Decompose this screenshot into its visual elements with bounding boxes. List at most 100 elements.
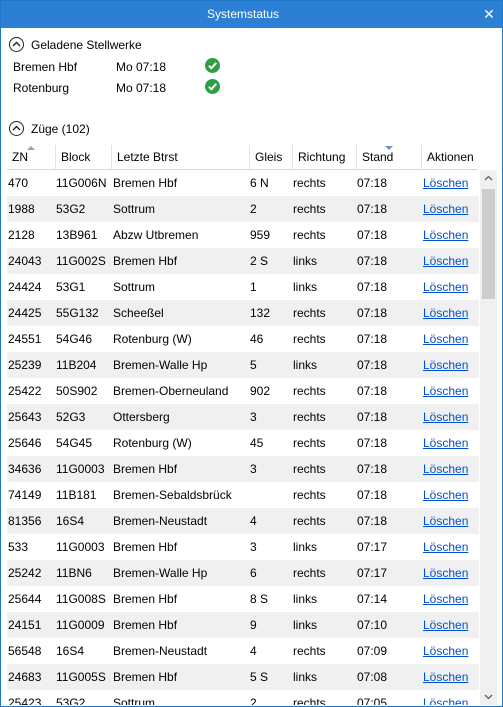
delete-link[interactable]: Löschen <box>423 488 469 502</box>
cell-block: 53G2 <box>56 202 86 216</box>
table-row[interactable]: 1988 53G2 Sottrum 2 rechts 07:18 Löschen <box>7 196 479 222</box>
delete-link[interactable]: Löschen <box>423 436 469 450</box>
cell-letzte-btrst: Bremen-Sebaldsbrück <box>113 488 232 502</box>
cell-zn: 56548 <box>8 644 42 658</box>
table-row[interactable]: 24424 53G1 Sottrum 1 links 07:18 Löschen <box>7 274 479 300</box>
delete-link[interactable]: Löschen <box>423 280 469 294</box>
cell-stand: 07:18 <box>357 436 388 450</box>
table-row[interactable]: 25644 11G008S Bremen Hbf 8 S links 07:14 Lösch… <box>7 586 479 612</box>
table-row[interactable]: 25643 52G3 Ottersberg 3 rechts 07:18 Löschen <box>7 404 479 430</box>
delete-link[interactable]: Löschen <box>423 410 469 424</box>
table-row[interactable]: 533 11G0003 Bremen Hbf 3 links 07:17 Löschen <box>7 534 479 560</box>
stellwerke-section-toggle[interactable]: Geladene Stellwerke <box>9 37 189 57</box>
table-row[interactable]: 24425 55G132 Scheeßel 132 rechts 07:18 Löschen <box>7 300 479 326</box>
column-header-stand[interactable]: Stand <box>357 145 422 169</box>
delete-link[interactable]: Löschen <box>423 358 469 372</box>
cell-richtung: links <box>293 254 318 268</box>
column-header-label: Gleis <box>255 150 283 164</box>
cell-gleis: 132 <box>250 306 271 320</box>
delete-link[interactable]: Löschen <box>423 618 469 632</box>
cell-stand: 07:09 <box>357 644 388 658</box>
table-row[interactable]: 2128 13B961 Abzw Utbremen 959 rechts 07:18 Lös… <box>7 222 479 248</box>
cell-zn: 24151 <box>8 618 42 632</box>
zuege-table: ZN Block Letzte Btrst Gleis Richtung Sta… <box>7 145 497 705</box>
delete-link[interactable]: Löschen <box>423 540 469 554</box>
cell-stand: 07:18 <box>357 384 388 398</box>
cell-letzte-btrst: Bremen Hbf <box>113 176 178 190</box>
close-button[interactable]: ✕ <box>483 6 495 22</box>
chevron-up-icon <box>9 121 24 136</box>
cell-richtung: links <box>293 618 318 632</box>
column-header-letzte-btrst[interactable]: Letzte Btrst <box>112 145 250 169</box>
table-row[interactable]: 56548 16S4 Bremen-Neustadt 4 rechts 07:09 Lösc… <box>7 638 479 664</box>
cell-gleis: 2 <box>250 696 257 705</box>
cell-zn: 24424 <box>8 280 42 294</box>
table-row[interactable]: 25646 54G45 Rotenburg (W) 45 rechts 07:18 Lösc… <box>7 430 479 456</box>
cell-stand: 07:14 <box>357 592 388 606</box>
zuege-section-toggle[interactable]: Züge (102) <box>9 121 149 141</box>
cell-stand: 07:18 <box>357 306 388 320</box>
delete-link[interactable]: Löschen <box>423 514 469 528</box>
cell-stand: 07:10 <box>357 618 388 632</box>
cell-stand: 07:18 <box>357 488 388 502</box>
column-header-zn[interactable]: ZN <box>7 145 56 169</box>
cell-gleis: 4 <box>250 644 257 658</box>
cell-richtung: rechts <box>293 436 326 450</box>
cell-zn: 34636 <box>8 462 42 476</box>
title-bar[interactable]: Systemstatus ✕ <box>1 1 502 28</box>
cell-richtung: rechts <box>293 566 326 580</box>
cell-letzte-btrst: Bremen-Walle Hp <box>113 566 208 580</box>
cell-letzte-btrst: Bremen Hbf <box>113 254 178 268</box>
cell-letzte-btrst: Bremen-Neustadt <box>113 514 208 528</box>
table-row[interactable]: 24683 11G005S Bremen Hbf 5 S links 07:08 Lösch… <box>7 664 479 690</box>
table-row[interactable]: 470 11G006N Bremen Hbf 6 N rechts 07:18 Lösche… <box>7 170 479 196</box>
delete-link[interactable]: Löschen <box>423 384 469 398</box>
delete-link[interactable]: Löschen <box>423 696 469 705</box>
column-header-aktionen[interactable]: Aktionen <box>422 145 477 169</box>
table-row[interactable]: 25239 11B204 Bremen-Walle Hp 5 links 07:18 Lös… <box>7 352 479 378</box>
cell-gleis: 5 <box>250 358 257 372</box>
scroll-up-icon[interactable] <box>480 170 497 187</box>
delete-link[interactable]: Löschen <box>423 202 469 216</box>
delete-link[interactable]: Löschen <box>423 644 469 658</box>
cell-gleis: 902 <box>250 384 271 398</box>
table-row[interactable]: 25242 11BN6 Bremen-Walle Hp 6 rechts 07:17 Lös… <box>7 560 479 586</box>
table-row[interactable]: 25422 50S902 Bremen-Oberneuland 902 rechts 07… <box>7 378 479 404</box>
delete-link[interactable]: Löschen <box>423 462 469 476</box>
delete-link[interactable]: Löschen <box>423 332 469 346</box>
cell-block: 54G45 <box>56 436 93 450</box>
cell-gleis: 45 <box>250 436 264 450</box>
delete-link[interactable]: Löschen <box>423 592 469 606</box>
check-circle-icon <box>205 79 220 94</box>
column-header-label: Block <box>61 150 91 164</box>
column-header-richtung[interactable]: Richtung <box>293 145 357 169</box>
delete-link[interactable]: Löschen <box>423 228 469 242</box>
table-row[interactable]: 81356 16S4 Bremen-Neustadt 4 rechts 07:18 Lösc… <box>7 508 479 534</box>
delete-link[interactable]: Löschen <box>423 670 469 684</box>
delete-link[interactable]: Löschen <box>423 566 469 580</box>
cell-stand: 07:18 <box>357 514 388 528</box>
table-row[interactable]: 24043 11G002S Bremen Hbf 2 S links 07:18 Lösch… <box>7 248 479 274</box>
cell-gleis: 6 <box>250 566 257 580</box>
scroll-down-icon[interactable] <box>480 688 497 705</box>
table-row[interactable]: 24551 54G46 Rotenburg (W) 46 rechts 07:18 Lösc… <box>7 326 479 352</box>
cell-block: 11B181 <box>56 488 97 502</box>
scrollbar-thumb[interactable] <box>482 189 495 299</box>
column-header-gleis[interactable]: Gleis <box>250 145 293 169</box>
window-title: Systemstatus <box>206 7 280 21</box>
cell-stand: 07:18 <box>357 332 388 346</box>
table-row[interactable]: 25423 53G2 Sottrum 2 rechts 07:05 Löschen <box>7 690 479 705</box>
table-row[interactable]: 34636 11G0003 Bremen Hbf 3 rechts 07:18 Lösche… <box>7 456 479 482</box>
window-content: Geladene Stellwerke Bremen Hbf Mo 07:18 … <box>1 28 502 706</box>
cell-block: 11G002S <box>56 254 106 268</box>
delete-link[interactable]: Löschen <box>423 254 469 268</box>
cell-richtung: rechts <box>293 644 326 658</box>
vertical-scrollbar[interactable] <box>480 170 497 705</box>
table-row[interactable]: 24151 11G0009 Bremen Hbf 9 links 07:10 Löschen <box>7 612 479 638</box>
stellwerk-row: Bremen Hbf Mo 07:18 <box>13 58 233 76</box>
table-row[interactable]: 74149 11B181 Bremen-Sebaldsbrück rechts 07:1… <box>7 482 479 508</box>
cell-zn: 25242 <box>8 566 42 580</box>
delete-link[interactable]: Löschen <box>423 306 469 320</box>
column-header-block[interactable]: Block <box>56 145 112 169</box>
delete-link[interactable]: Löschen <box>423 176 469 190</box>
